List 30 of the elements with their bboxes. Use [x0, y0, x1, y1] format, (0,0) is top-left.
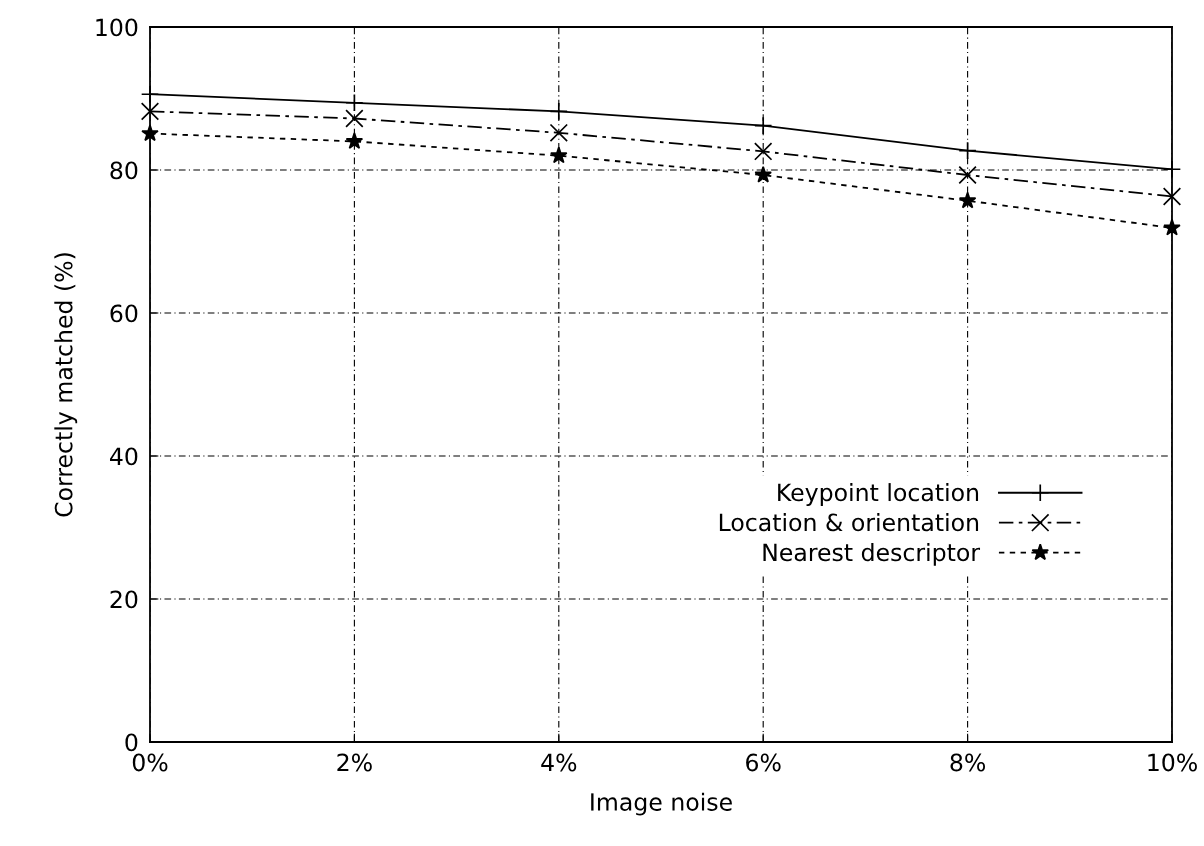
- y-tick-label: 80: [110, 161, 138, 180]
- x-tick-label: 6%: [746, 753, 781, 772]
- point: [550, 146, 568, 164]
- point: [345, 109, 364, 128]
- x-tick-label: 0%: [132, 753, 168, 772]
- x-tick-label: 4%: [541, 753, 577, 772]
- y-tick-label: 40: [110, 447, 138, 466]
- y-axis-title: Correctly matched (%): [54, 253, 78, 517]
- point: [549, 102, 568, 121]
- point: [549, 123, 568, 142]
- point: [1162, 187, 1182, 206]
- x-tick-label: 10%: [1148, 753, 1197, 772]
- point: [754, 116, 773, 135]
- legend-label: Keypoint location: [778, 483, 979, 506]
- x-axis-title: Image noise: [591, 792, 732, 816]
- legend-label: Nearest descriptor: [763, 542, 981, 566]
- point: [345, 132, 364, 149]
- point: [754, 142, 773, 161]
- legend-label: Location & orientation: [719, 513, 979, 532]
- y-tick-label: 100: [96, 18, 138, 37]
- point: [754, 165, 772, 183]
- y-tick-label: 60: [110, 304, 138, 323]
- point: [958, 165, 977, 185]
- point: [958, 191, 977, 209]
- y-tick-label: 0: [125, 733, 138, 752]
- x-tick-label: 2%: [337, 753, 372, 772]
- point: [140, 102, 160, 121]
- point: [958, 141, 977, 160]
- y-tick-label: 20: [110, 590, 138, 609]
- x-tick-label: 8%: [950, 753, 986, 772]
